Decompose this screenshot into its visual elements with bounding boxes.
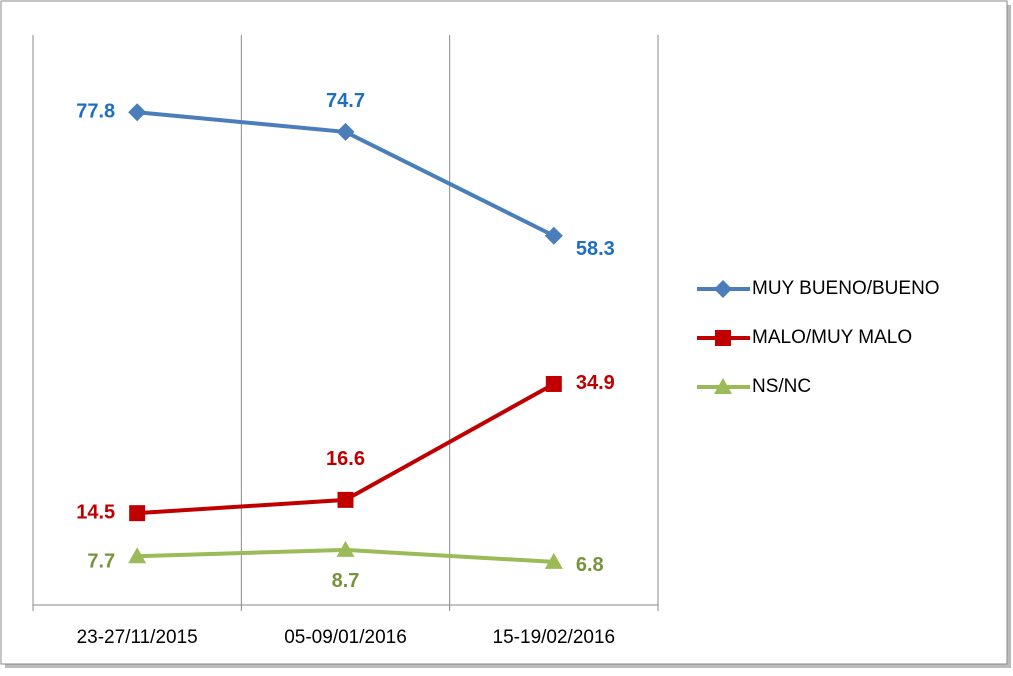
data-label: 58.3: [576, 238, 615, 260]
data-label: 8.7: [332, 570, 360, 592]
data-label: 14.5: [76, 501, 115, 523]
data-label: 6.8: [576, 554, 604, 576]
data-label: 77.8: [76, 101, 115, 123]
data-label: 74.7: [326, 90, 365, 112]
marker: [336, 540, 355, 557]
marker: [544, 552, 563, 569]
marker: [129, 505, 146, 522]
marker: [128, 547, 147, 564]
data-label: 7.7: [87, 551, 115, 573]
marker: [336, 122, 355, 141]
data-label: 34.9: [576, 372, 615, 394]
marker: [337, 491, 354, 508]
x-tick-label: 05-09/01/2016: [284, 627, 407, 648]
marker: [128, 103, 147, 122]
legend-label: MALO/MUY MALO: [752, 327, 912, 348]
legend-label: NS/NC: [752, 376, 811, 397]
x-tick-label: 23-27/11/2015: [77, 627, 198, 648]
marker: [715, 330, 731, 346]
legend-label: MUY BUENO/BUENO: [752, 278, 940, 299]
marker: [545, 375, 562, 392]
marker: [714, 378, 732, 394]
marker: [714, 280, 732, 298]
x-tick-label: 15-19/02/2016: [493, 627, 616, 648]
marker: [544, 226, 563, 245]
data-label: 16.6: [326, 448, 365, 470]
